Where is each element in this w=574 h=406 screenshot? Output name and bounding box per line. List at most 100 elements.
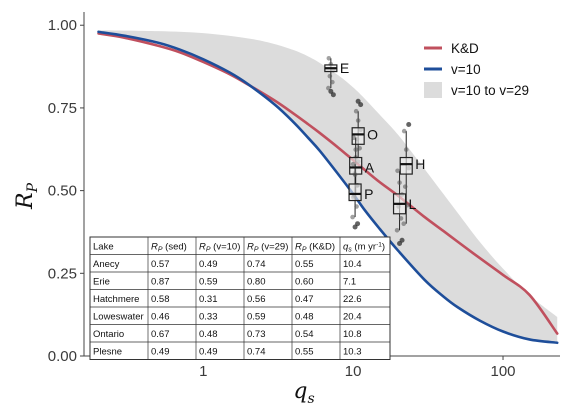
boxplot-label: P — [364, 186, 373, 202]
table-cell: 0.47 — [295, 294, 314, 305]
boxplot-outlier — [352, 224, 358, 230]
boxplot-point — [330, 79, 335, 85]
table-cell: 7.1 — [343, 277, 356, 288]
y-tick-label: 0.75 — [48, 100, 77, 117]
legend-label: v=10 — [451, 62, 481, 77]
boxplot-label: H — [415, 156, 425, 172]
table-header-cell: Lake — [93, 242, 114, 253]
legend-item-1: v=10 — [424, 62, 481, 77]
table-cell: 0.48 — [199, 329, 218, 340]
boxplot-point — [397, 180, 402, 185]
table-cell: 0.74 — [247, 259, 266, 270]
boxplot-point — [403, 147, 409, 152]
table-cell: 0.55 — [295, 347, 314, 358]
boxplot-point — [401, 128, 407, 134]
table-cell: Ontario — [93, 329, 124, 340]
boxplot-h: H — [399, 121, 425, 226]
x-tick-label: 100 — [491, 363, 516, 380]
y-tick-label: 0.50 — [48, 183, 77, 200]
table-cell: 0.33 — [199, 312, 218, 323]
table-cell: Plesne — [93, 347, 122, 358]
boxplot-point — [350, 214, 355, 220]
x-tick-label: 10 — [345, 363, 362, 380]
table-cell: 0.60 — [295, 277, 314, 288]
boxplot-point — [326, 85, 331, 91]
boxplot-point — [352, 172, 358, 178]
table-cell: 20.4 — [343, 312, 362, 323]
table-cell: 0.57 — [151, 259, 170, 270]
table-header-cell: qs (m yr-1) — [343, 242, 385, 254]
legend-item-2: v=10 to v=29 — [424, 82, 529, 98]
y-tick-label: 0.00 — [48, 348, 77, 365]
legend-key — [424, 82, 442, 98]
table-cell: Loweswater — [93, 312, 144, 323]
boxplot-point — [326, 56, 332, 61]
x-axis-title-main: q — [293, 379, 307, 404]
boxplot-point — [353, 108, 359, 114]
table-cell: 0.58 — [151, 294, 170, 305]
boxplot-box — [399, 156, 413, 175]
y-axis-title: RP — [13, 182, 41, 210]
table-cell: 0.59 — [199, 277, 218, 288]
table-header-cell: RP (sed) — [151, 242, 187, 254]
boxplot-point — [398, 216, 404, 221]
boxplot-box — [348, 183, 362, 202]
boxplot-point — [355, 118, 361, 123]
series-line-kd — [97, 32, 559, 335]
boxplot-outlier — [355, 98, 361, 104]
boxplot-point — [395, 168, 400, 174]
confidence-band — [98, 30, 558, 343]
table-cell: 0.80 — [247, 277, 266, 288]
boxplot-outlier — [328, 88, 334, 94]
boxplot-point — [353, 147, 359, 152]
x-axis-title-sub: s — [307, 391, 314, 406]
legend-item-0: K&D — [424, 41, 479, 56]
legend-label: K&D — [451, 41, 479, 56]
table-cell: Anecy — [93, 259, 120, 270]
boxplot-label: O — [367, 126, 378, 142]
legend: K&D v=10 v=10 to v=29 — [424, 41, 529, 98]
table-cell: Hatchmere — [93, 294, 139, 305]
table-cell: 10.3 — [343, 347, 362, 358]
table-cell: 0.87 — [151, 277, 170, 288]
table-cell: 0.56 — [247, 294, 266, 305]
table-cell: 0.67 — [151, 329, 170, 340]
x-axis-title: qs — [293, 379, 314, 406]
boxplot-p: P — [348, 161, 373, 230]
boxplot-point — [350, 161, 356, 167]
table-cell: 0.46 — [151, 312, 170, 323]
table-cell: 0.48 — [295, 312, 314, 323]
y-tick-label: 1.00 — [48, 17, 77, 34]
y-axis-title-main: R — [13, 192, 38, 210]
boxplot-label: L — [409, 196, 417, 212]
boxplot-label: A — [365, 159, 375, 175]
table-cell: 0.54 — [295, 329, 314, 340]
boxplot-point — [357, 145, 362, 151]
boxplot-point — [351, 135, 357, 140]
y-tick-label: 0.25 — [48, 265, 77, 282]
boxplot-point — [402, 184, 408, 189]
boxplot-label: E — [340, 60, 349, 76]
legend-label: v=10 to v=29 — [451, 83, 529, 98]
table-cell: 0.49 — [199, 259, 218, 270]
series-line-v10 — [97, 30, 559, 345]
table-cell: 22.6 — [343, 294, 362, 305]
summary-table: Lake RP (sed) RP (v=10) RP (v=29) RP (K&D) qs… — [89, 236, 391, 360]
x-tick-label: 1 — [199, 363, 207, 380]
table-cell: 0.49 — [151, 347, 170, 358]
boxplot-outlier — [406, 121, 412, 127]
table-cell: 0.31 — [199, 294, 218, 305]
boxplot-point — [354, 204, 359, 209]
boxplot-point — [401, 221, 407, 226]
table-cell: 0.59 — [247, 312, 266, 323]
boxplot-point — [405, 202, 411, 208]
table-cell: 10.4 — [343, 259, 362, 270]
boxplot-point — [327, 73, 333, 79]
table-cell: 0.49 — [199, 347, 218, 358]
table-header-cell: RP (K&D) — [295, 242, 335, 254]
boxplot-outlier — [397, 241, 403, 247]
table-header-cell: RP (v=29) — [247, 242, 288, 254]
band-area — [98, 30, 558, 343]
table-cell: Erie — [93, 277, 110, 288]
